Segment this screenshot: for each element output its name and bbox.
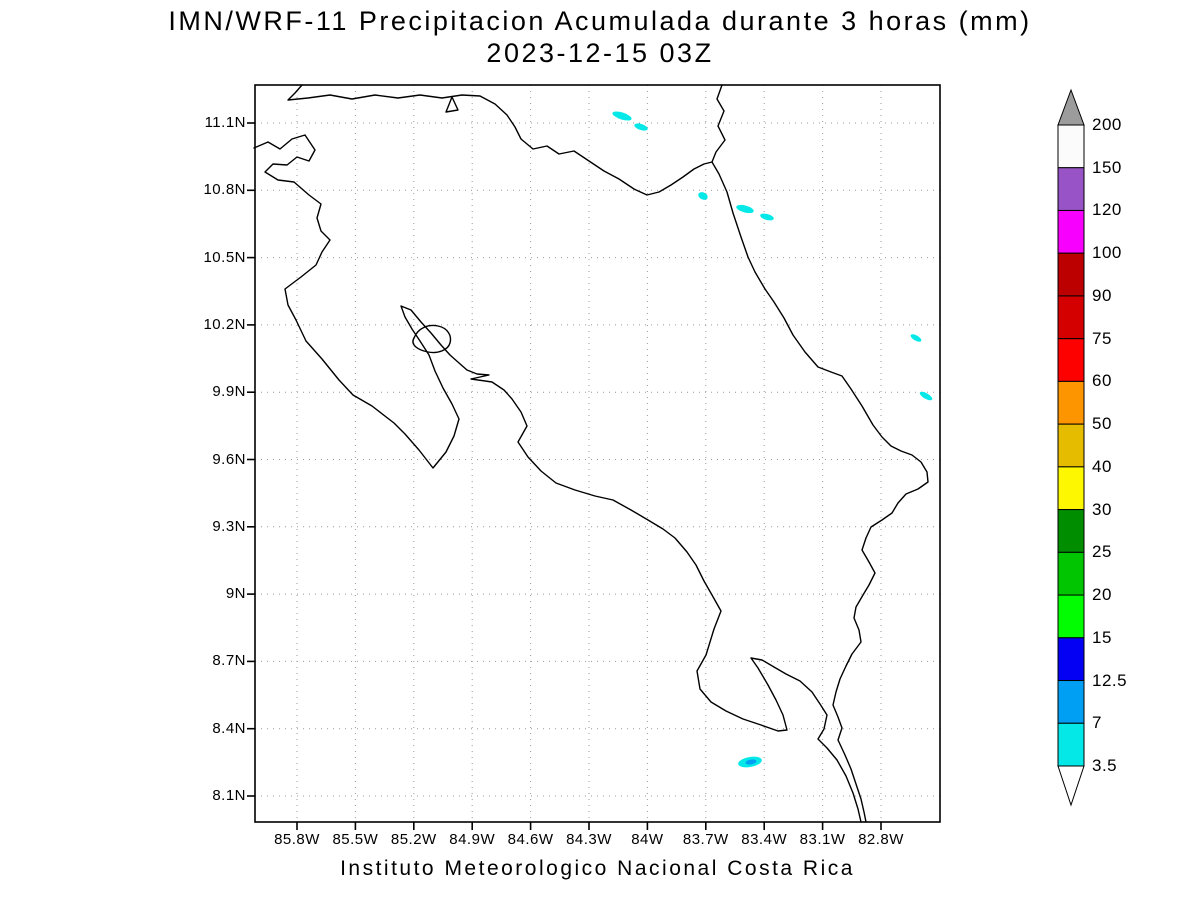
lake-nicaragua-rio-san-juan [287,84,713,196]
x-axis-label: 84.9W [449,831,496,848]
colorbar-segment [1057,680,1085,724]
y-axis-label: 9.9N [212,383,246,401]
lake-island [445,96,459,113]
colorbar-label: 3.5 [1092,756,1118,775]
colorbar-segment [1057,380,1085,425]
x-axis-label: 83.1W [799,831,846,848]
plot-title: IMN/WRF-11 Precipitacion Acumulada duran… [168,6,1032,36]
map-frame [254,84,941,823]
gridline-layer [255,85,940,822]
x-axis-label: 85.5W [332,831,379,848]
costa-rica-pacific-coastline [253,134,862,823]
colorbar-arrow-below-min [1057,765,1085,807]
colorbar-segment [1057,637,1085,682]
precip-patch [612,111,632,121]
precip-patch [634,123,648,131]
x-axis-label: 84W [631,831,664,848]
y-axis-label: 9.6N [212,450,246,468]
colorbar [1057,88,1085,807]
colorbar-label: 7 [1092,713,1102,733]
caption: Instituto Meteorologico Nacional Costa R… [340,857,855,880]
precip-patch [910,334,922,342]
coastline-layer [253,84,929,823]
colorbar-segment [1057,509,1085,553]
colorbar-segment [1057,252,1085,297]
colorbar-segment [1057,338,1085,382]
x-axis-label: 84.3W [566,831,612,848]
x-axis-label: 85.2W [390,831,437,848]
colorbar-segment [1057,594,1085,639]
precip-patch [745,759,757,765]
x-axis-label: 83.7W [682,831,729,848]
colorbar-label: 25 [1092,542,1112,562]
colorbar-segment [1057,124,1085,169]
colorbar-arrow-above-max [1057,88,1085,126]
colorbar-segment [1057,551,1085,596]
x-axis-label: 82.8W [858,831,904,848]
colorbar-label: 60 [1092,371,1112,391]
colorbar-label: 200 [1092,115,1122,134]
colorbar-segment [1057,423,1085,468]
y-axis-label: 11.1N [204,114,246,131]
colorbar-label: 40 [1092,456,1112,476]
colorbar-label: 12.5 [1092,670,1128,690]
precip-patch [919,391,933,401]
colorbar-label: 15 [1092,627,1112,647]
colorbar-label: 75 [1092,328,1112,348]
colorbar-segment [1057,466,1085,511]
y-axis-label: 9N [225,585,246,603]
colorbar-segment [1057,722,1085,767]
colorbar-segment [1057,295,1085,340]
colorbar-label: 90 [1092,285,1112,305]
precip-patch [736,204,754,214]
y-axis-label: 10.8N [203,181,246,199]
isla-chira [412,324,452,354]
colorbar-label: 100 [1092,243,1122,263]
x-axis-label: 84.6W [507,831,554,848]
precip-patch [698,192,708,200]
colorbar-label: 30 [1092,499,1112,519]
precip-patch [760,213,774,221]
y-axis-label: 10.2N [203,315,246,333]
y-axis-label: 8.4N [212,719,246,737]
colorbar-label: 20 [1092,585,1112,605]
colorbar-label: 150 [1092,157,1122,177]
colorbar-label: 50 [1092,414,1112,434]
axis-tick-layer [247,122,882,830]
x-axis-label: 83.4W [741,831,788,848]
colorbar-label: 120 [1092,200,1122,220]
plot-subtitle: 2023-12-15 03Z [486,38,714,68]
y-axis-label: 10.5N [203,248,246,266]
precipitation-layer [612,111,933,768]
colorbar-segment [1057,167,1085,211]
y-axis-label: 9.3N [212,517,246,535]
costa-rica-caribbean-coast-and-panama-border [711,84,929,823]
y-axis-label: 8.7N [212,652,246,670]
y-axis-label: 8.1N [212,787,246,804]
colorbar-segment [1057,209,1085,254]
x-axis-label: 85.8W [274,831,320,848]
